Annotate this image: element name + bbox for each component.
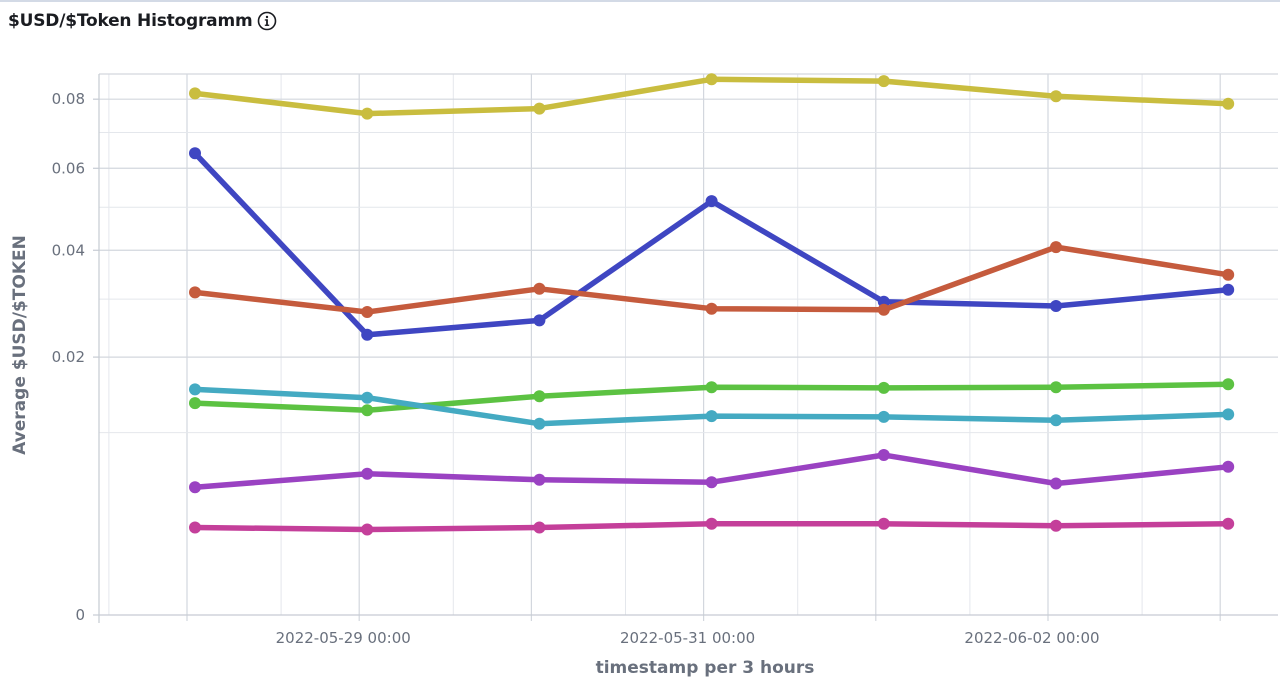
data-point — [361, 107, 374, 120]
data-point — [877, 449, 890, 461]
data-point — [1050, 519, 1062, 532]
data-point — [361, 391, 374, 404]
data-point — [189, 383, 201, 396]
data-point — [705, 302, 718, 315]
series-group — [189, 73, 1235, 536]
data-point — [1050, 414, 1062, 427]
data-point — [705, 381, 718, 394]
series-2 — [189, 147, 1235, 341]
panel-header: $USD/$Token Histogramm — [8, 11, 277, 31]
data-point — [533, 473, 546, 486]
x-tick-label: 2022-05-29 00:00 — [276, 629, 411, 647]
series-3 — [189, 241, 1235, 318]
data-point — [877, 517, 890, 530]
y-tick-label: 0.08 — [52, 90, 85, 108]
data-point — [189, 286, 201, 299]
data-point — [877, 410, 890, 423]
data-point — [533, 314, 546, 327]
data-point — [361, 404, 374, 417]
data-point — [705, 73, 718, 86]
data-point — [361, 523, 374, 536]
grid — [99, 73, 1278, 621]
chart-title: $USD/$Token Histogramm — [8, 11, 253, 31]
data-point — [361, 306, 374, 318]
series-6 — [189, 449, 1235, 494]
y-tick-label: 0 — [75, 606, 85, 624]
data-point — [1222, 268, 1235, 281]
data-point — [877, 381, 890, 394]
data-point — [1222, 378, 1235, 391]
data-point — [705, 410, 718, 423]
y-axis-title: Average $USD/$TOKEN — [10, 235, 30, 455]
data-point — [877, 303, 890, 316]
data-point — [1050, 90, 1062, 103]
data-point — [877, 75, 890, 88]
axes — [93, 74, 1278, 623]
x-tick-label: 2022-06-02 00:00 — [964, 629, 1099, 647]
data-point — [189, 397, 201, 410]
data-point — [189, 147, 201, 160]
data-point — [533, 390, 546, 403]
data-point — [533, 521, 546, 534]
series-1 — [189, 73, 1235, 120]
y-tick-label: 0.04 — [52, 241, 85, 259]
data-point — [189, 521, 201, 534]
data-point — [189, 87, 201, 100]
data-point — [189, 481, 201, 494]
y-tick-label: 0.06 — [52, 159, 85, 177]
data-point — [705, 476, 718, 489]
info-circle-icon[interactable] — [257, 11, 277, 31]
axis-labels: 0 0.02 0.04 0.06 0.08 2022-05-29 00:00 2022-05… — [10, 90, 1100, 678]
series-7 — [189, 517, 1235, 536]
data-point — [1222, 283, 1235, 296]
x-axis-title: timestamp per 3 hours — [596, 658, 815, 678]
data-point — [1050, 381, 1062, 394]
data-point — [533, 282, 546, 295]
top-border — [0, 0, 1280, 2]
data-point — [361, 328, 374, 341]
x-tick-label: 2022-05-31 00:00 — [620, 629, 755, 647]
data-point — [361, 467, 374, 480]
data-point — [1050, 241, 1062, 254]
data-point — [705, 195, 718, 208]
data-point — [1222, 97, 1235, 110]
data-point — [1222, 408, 1235, 421]
data-point — [533, 102, 546, 115]
data-point — [1050, 477, 1062, 490]
data-point — [1222, 517, 1235, 530]
y-tick-label: 0.02 — [52, 348, 85, 366]
data-point — [705, 517, 718, 530]
data-point — [1050, 300, 1062, 312]
data-point — [533, 417, 546, 430]
series-5 — [189, 383, 1235, 430]
series-4 — [189, 378, 1235, 417]
data-point — [1222, 460, 1235, 473]
